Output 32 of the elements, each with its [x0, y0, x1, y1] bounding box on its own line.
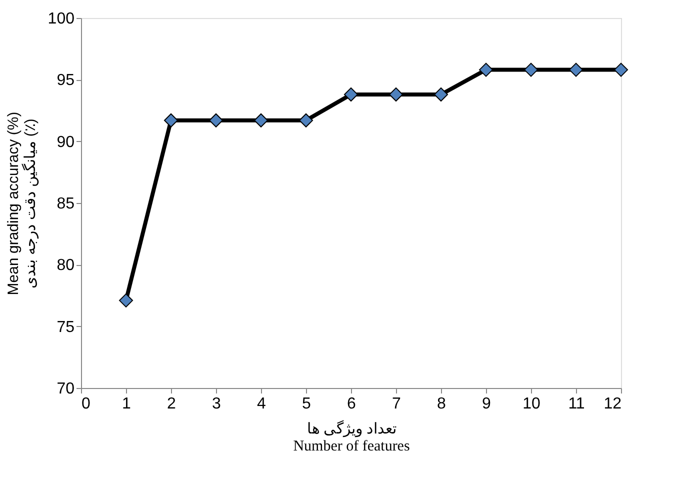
x-tick-label: 11	[568, 396, 585, 412]
point	[164, 113, 178, 128]
point	[298, 113, 314, 128]
y-tick-label: 100	[48, 10, 75, 28]
x-tick-label: 2	[167, 396, 176, 412]
x-tick-label: 9	[482, 396, 492, 412]
x-tick-label: 1	[122, 396, 132, 412]
x-tick-label: 3	[212, 396, 222, 412]
y-tick-label: 70	[56, 380, 75, 398]
point	[254, 113, 268, 128]
y-tick-label: 75	[56, 318, 75, 336]
point	[208, 113, 224, 128]
point	[524, 62, 538, 77]
x-tick-label: 12	[604, 396, 622, 412]
y-tick-label: 95	[56, 72, 75, 90]
point	[118, 293, 134, 308]
y-tick-label: 90	[56, 134, 75, 151]
point	[388, 87, 404, 102]
x-tick-label: 7	[392, 396, 402, 412]
point	[434, 87, 448, 102]
y-tick-label: 80	[56, 257, 75, 274]
x-tick-label: 4	[257, 396, 266, 412]
x-tick-label: 0	[82, 396, 90, 412]
x-tick-label: 5	[302, 396, 312, 412]
point	[568, 62, 584, 77]
point	[478, 62, 494, 77]
point	[614, 62, 628, 77]
x-tick-label: 6	[347, 396, 356, 412]
x-tick-label: 10	[522, 396, 540, 412]
y-tick-label: 85	[56, 196, 75, 212]
point	[344, 87, 358, 102]
x-tick-label: 8	[437, 396, 446, 412]
